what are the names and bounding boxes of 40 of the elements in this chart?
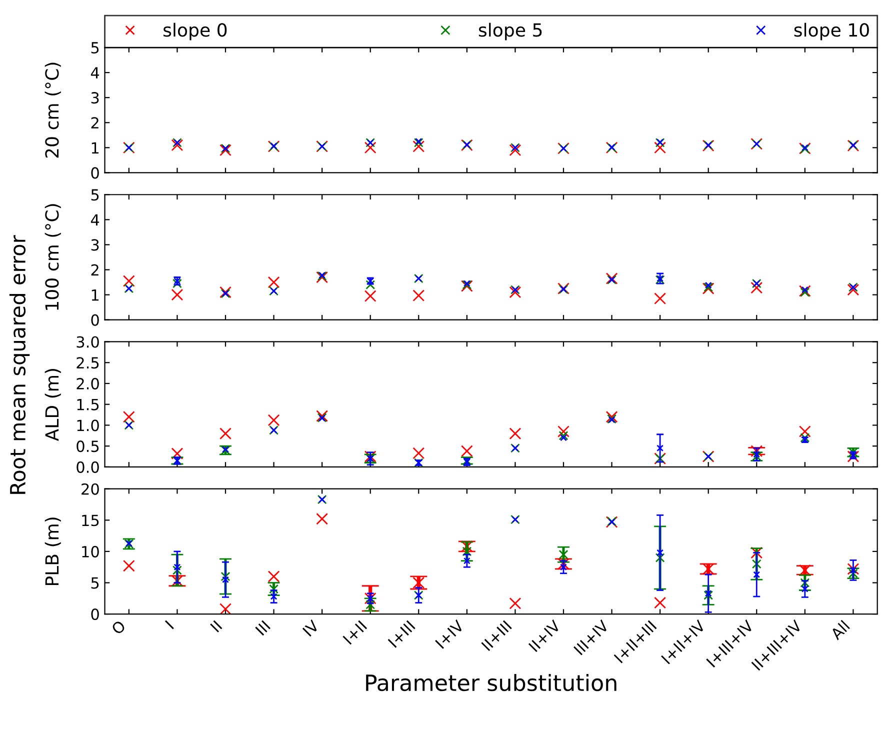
y-tick-label: 0.0 (76, 461, 99, 473)
y-tick-label: 5 (91, 42, 99, 54)
y-tick-label: 5 (91, 189, 99, 201)
y-tick-label: 5 (91, 577, 99, 589)
x-tick-label: I+II (342, 620, 368, 645)
y-tick-label: 4 (90, 67, 100, 78)
x-tick-label: III (255, 620, 270, 636)
y-tick-label: 15 (82, 514, 99, 526)
x-tick-label: O (110, 620, 126, 636)
y-tick-label: 1 (92, 289, 99, 301)
y-tick-label: 1.5 (77, 399, 99, 410)
y-tick-label: 2.0 (76, 378, 99, 390)
text: Root mean squared error (9, 235, 30, 494)
y-tick-label: 1 (92, 142, 99, 154)
y-tick-label: 3 (91, 92, 99, 104)
x-tick-label: All (829, 620, 850, 640)
x-tick-label: I (164, 620, 174, 630)
y-axis-title: ALD (m) (44, 369, 61, 442)
y-tick-label: 4 (90, 214, 100, 226)
y-tick-label: 0 (91, 167, 99, 179)
y-axis-title: 100 cm (°C) (44, 204, 61, 310)
y-tick-label: 0 (91, 314, 99, 326)
y-tick-label: 0 (91, 608, 99, 620)
y-tick-label: 20 (82, 483, 99, 495)
y-axis-title: 20 cm (°C) (44, 62, 61, 158)
y-tick-label: 3.0 (76, 336, 99, 348)
x-axis-title: Parameter substitution (366, 674, 616, 692)
legend-label: slope 0 (164, 22, 227, 40)
x-tick-label: II (210, 620, 222, 632)
y-tick-label: 2 (91, 264, 98, 276)
y-tick-label: 3 (91, 239, 99, 251)
y-tick-label: 2 (91, 117, 98, 128)
y-tick-label: 1.0 (77, 420, 99, 432)
x-tick-label: IV (302, 619, 320, 637)
y-tick-label: 10 (82, 546, 99, 558)
y-tick-label: 0.5 (76, 440, 99, 452)
legend-label: slope 5 (478, 22, 542, 40)
legend-label: slope 10 (794, 22, 869, 40)
y-axis-title: PLB (m) (44, 518, 61, 586)
y-tick-label: 2.5 (76, 357, 99, 369)
